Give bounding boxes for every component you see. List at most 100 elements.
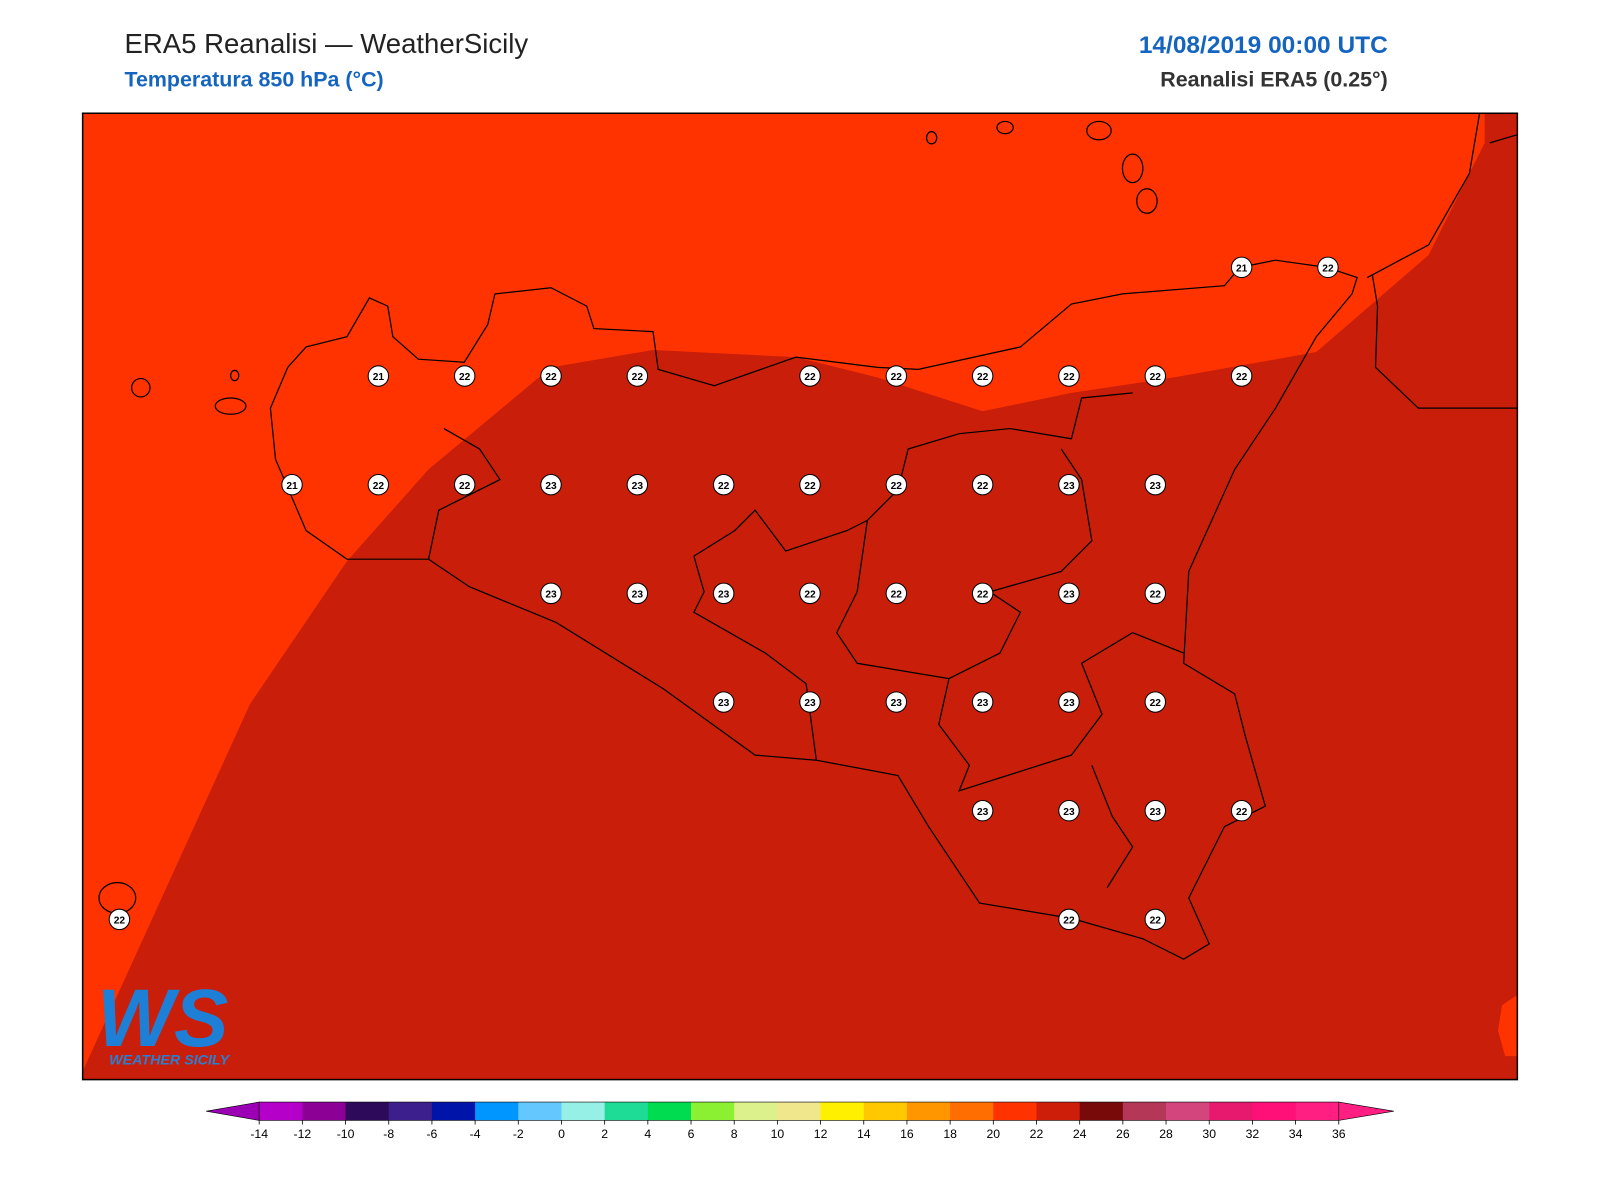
station-value: 22 xyxy=(977,589,989,600)
station-marker xyxy=(1144,582,1167,605)
station: 23 xyxy=(971,800,994,822)
colorbar-segment xyxy=(518,1102,562,1121)
colorbar-segment xyxy=(561,1102,606,1121)
colorbar-segment xyxy=(691,1102,735,1121)
station: 22 xyxy=(799,582,821,605)
station-value: 22 xyxy=(114,915,126,926)
station-value: 22 xyxy=(804,481,816,492)
field-patch xyxy=(1497,994,1518,1057)
station-marker xyxy=(1058,365,1080,387)
station-value: 21 xyxy=(1236,263,1248,274)
colorbar-tick-label: 24 xyxy=(1073,1127,1087,1141)
station-value: 22 xyxy=(804,589,816,600)
station: 23 xyxy=(1058,691,1080,713)
station-marker xyxy=(1058,800,1080,822)
colorbar-tick-label: 34 xyxy=(1289,1127,1303,1141)
station: 22 xyxy=(1317,256,1339,279)
colorbar-segment xyxy=(1252,1102,1297,1121)
title: ERA5 Reanalisi — WeatherSicily xyxy=(124,28,528,59)
station: 23 xyxy=(540,473,562,496)
station-value: 23 xyxy=(545,481,557,492)
station-marker xyxy=(712,691,735,713)
station-marker xyxy=(1058,582,1080,605)
station-value: 22 xyxy=(1322,263,1334,274)
colorbar-segment xyxy=(950,1102,994,1121)
station-marker xyxy=(1144,908,1167,931)
station-marker xyxy=(540,365,562,387)
colorbar-tick-label: 16 xyxy=(900,1127,914,1141)
station-marker xyxy=(885,473,908,496)
colorbar-over xyxy=(1338,1101,1394,1121)
station-value: 22 xyxy=(373,481,385,492)
station: 23 xyxy=(1144,473,1167,496)
logo-mark: WS xyxy=(97,973,229,1064)
station-marker xyxy=(971,365,994,387)
station-marker xyxy=(885,582,908,605)
station-marker xyxy=(971,582,994,605)
map-frame xyxy=(81,112,1519,1081)
colorbar-segment xyxy=(820,1102,865,1121)
colorbar-segment xyxy=(1166,1102,1210,1121)
station-marker xyxy=(1058,691,1080,713)
station-marker xyxy=(799,365,821,387)
station: 22 xyxy=(971,365,994,387)
colorbar-tick-label: 22 xyxy=(1030,1127,1044,1141)
logo-name: WEATHER SICILY xyxy=(109,1052,230,1068)
station-value: 22 xyxy=(891,589,903,600)
station: 22 xyxy=(885,582,908,605)
station-marker xyxy=(1144,365,1167,387)
station: 22 xyxy=(1144,691,1167,713)
colorbar-tick-label: 2 xyxy=(601,1127,608,1141)
colorbar-tick-label: -2 xyxy=(513,1127,524,1141)
station-value: 21 xyxy=(286,481,298,492)
colorbar-segment xyxy=(906,1102,951,1121)
colorbar-segment xyxy=(993,1102,1037,1121)
colorbar-tick-label: 30 xyxy=(1202,1127,1216,1141)
colorbar-segment xyxy=(431,1102,476,1121)
station-value: 23 xyxy=(1063,807,1075,818)
colorbar-tick-label: 26 xyxy=(1116,1127,1130,1141)
colorbar-tick-label: 36 xyxy=(1332,1127,1346,1141)
station-marker xyxy=(712,473,735,496)
station: 23 xyxy=(1058,800,1080,822)
station: 22 xyxy=(885,365,908,387)
station: 22 xyxy=(799,365,821,387)
station-value: 22 xyxy=(459,481,471,492)
station-value: 22 xyxy=(1236,372,1248,383)
station-marker xyxy=(971,800,994,822)
colorbar-segment xyxy=(475,1102,519,1121)
station-marker xyxy=(1144,800,1167,822)
colorbar-frame xyxy=(258,1101,1340,1121)
colorbar-segment xyxy=(647,1102,692,1121)
logo: WS WEATHER SICILY xyxy=(97,973,231,1068)
station-value: 22 xyxy=(1063,915,1075,926)
station: 22 xyxy=(367,473,390,496)
station-marker xyxy=(1230,365,1253,387)
colorbar-tick-label: 10 xyxy=(771,1127,785,1141)
colorbar-segment xyxy=(1122,1102,1167,1121)
station-value: 22 xyxy=(891,481,903,492)
datetime: 14/08/2019 00:00 UTC xyxy=(1139,32,1388,59)
station-value: 22 xyxy=(1063,372,1075,383)
station-marker xyxy=(453,473,476,496)
colorbar-tick-label: 18 xyxy=(943,1127,957,1141)
station-marker xyxy=(885,365,908,387)
station-marker xyxy=(626,473,649,496)
colorbar-tick-label: -10 xyxy=(337,1127,355,1141)
station: 21 xyxy=(281,473,303,496)
station: 22 xyxy=(453,365,476,387)
station-value: 23 xyxy=(1063,698,1075,709)
station: 23 xyxy=(971,691,994,713)
colorbar-segment xyxy=(777,1102,822,1121)
station-marker xyxy=(1058,908,1080,931)
station: 22 xyxy=(799,473,821,496)
station-marker xyxy=(453,365,476,387)
station-marker xyxy=(540,582,562,605)
station-marker xyxy=(1230,256,1253,279)
station-value: 23 xyxy=(977,698,989,709)
station-value: 22 xyxy=(1150,698,1162,709)
colorbar-segment xyxy=(863,1102,908,1121)
colorbar-tick-label: 32 xyxy=(1246,1127,1260,1141)
